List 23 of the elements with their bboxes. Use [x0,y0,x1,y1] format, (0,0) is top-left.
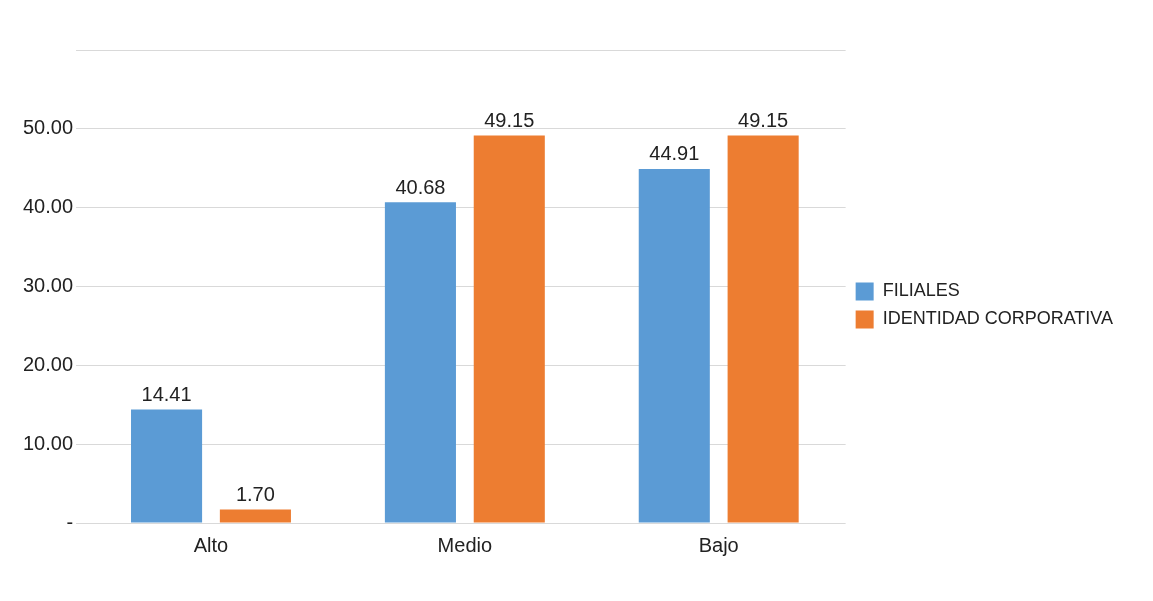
data-label: 44.91 [649,142,700,165]
legend-label: FILIALES [882,280,960,301]
y-tick-label: 30.00 [22,274,74,297]
bar [473,135,545,523]
bar [131,409,203,523]
x-tick-label: Bajo [698,533,739,556]
data-label: 14.41 [141,382,192,405]
bar [727,135,799,523]
bar [384,202,456,523]
data-label: 40.68 [395,175,446,198]
y-tick-label: 50.00 [22,116,74,139]
bar [638,168,710,523]
legend-label: IDENTIDAD CORPORATIVA [882,308,1114,329]
data-label: 49.15 [484,109,535,132]
x-tick-label: Medio [437,533,493,556]
y-tick-label: 10.00 [22,431,74,454]
bar [219,509,291,523]
y-tick-label: - [66,510,74,533]
y-tick-label: 40.00 [22,195,74,218]
data-label: 49.15 [738,109,789,132]
data-label: 1.70 [235,483,275,506]
y-tick-label: 20.00 [22,352,74,375]
x-tick-label: Alto [193,533,229,556]
